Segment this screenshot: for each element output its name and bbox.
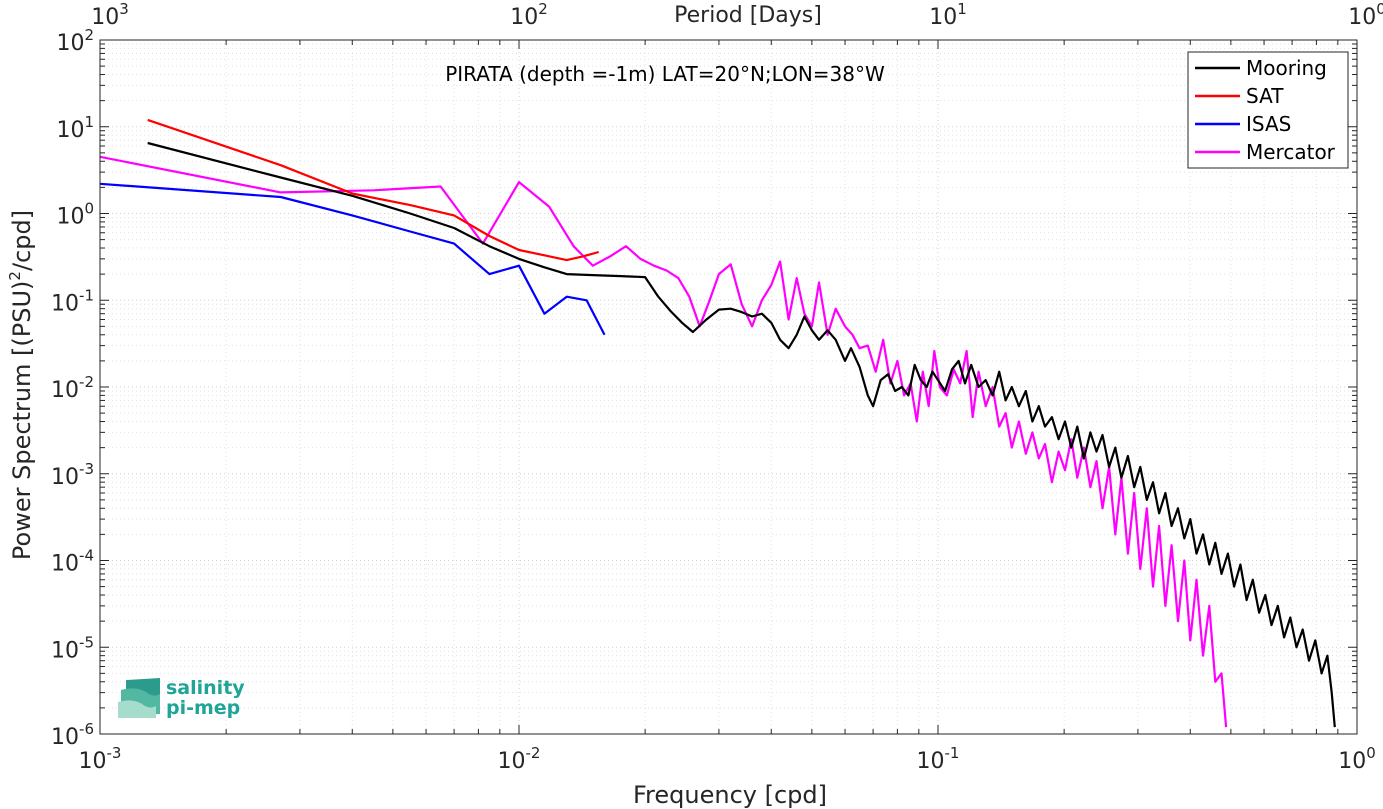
series-line-sat: [147, 118, 599, 262]
x2-tick-label-base: 10: [91, 5, 119, 30]
x2-tick-label-exp: 0: [1376, 0, 1383, 18]
x2-tick-label: 102: [510, 0, 548, 30]
x2-tick-label-base: 10: [1348, 5, 1376, 30]
series-line-isas: [99, 182, 606, 336]
legend: Mooring SAT ISAS Mercator: [1187, 51, 1349, 169]
y-tick-label-exp: 2: [84, 26, 94, 44]
y-tick-label: 10-1: [51, 286, 94, 316]
y-tick-label-base: 10: [56, 31, 84, 56]
y-tick-label-exp: -3: [79, 460, 94, 478]
logo-wave-front: [118, 700, 156, 718]
x2-tick-label-base: 10: [929, 5, 957, 30]
x-tick-label-base: 10: [498, 749, 526, 774]
y-tick-label-base: 10: [56, 205, 84, 230]
y-tick-label: 101: [56, 113, 94, 143]
y-tick-label-base: 10: [51, 291, 79, 316]
x-tick-label: 10-2: [498, 744, 541, 774]
chart-title: PIRATA (depth =-1m) LAT=20°N;LON=38°W: [445, 62, 885, 86]
logo-line1: salinity: [166, 677, 245, 699]
x-tick-label: 100: [1338, 744, 1376, 774]
x-tick-label-base: 10: [1338, 749, 1366, 774]
y-tick-label: 10-4: [51, 547, 94, 577]
y-axis-title-end: /cpd]: [8, 210, 36, 271]
x-tick-label-exp: -2: [526, 744, 541, 762]
series-group: [99, 118, 1336, 728]
y-tick-label-exp: -6: [79, 720, 94, 738]
y-tick-label-base: 10: [51, 638, 79, 663]
y-tick-label: 10-3: [51, 460, 94, 490]
axes: [99, 39, 1358, 735]
y-tick-label: 10-2: [51, 373, 94, 403]
legend-label-mercator: Mercator: [1246, 140, 1336, 164]
x-tick-label-base: 10: [917, 749, 945, 774]
x2-tick-label: 103: [91, 0, 129, 30]
y-tick-label-exp: 0: [84, 200, 94, 218]
series-line-mercator: [99, 155, 1228, 728]
x-tick-label-base: 10: [79, 749, 107, 774]
y-axis-title-main: Power Spectrum [(PSU): [8, 281, 36, 560]
series-line-mooring: [147, 141, 1336, 728]
logo-line2: pi-mep: [166, 697, 240, 719]
x-tick-label: 10-3: [79, 744, 122, 774]
legend-label-mooring: Mooring: [1246, 56, 1327, 80]
y-tick-label: 102: [56, 26, 94, 56]
x2-tick-label: 100: [1348, 0, 1383, 30]
x-tick-label-exp: -3: [107, 744, 122, 762]
salinity-pi-mep-logo: salinity pi-mep: [116, 672, 256, 722]
y-tick-label-base: 10: [51, 465, 79, 490]
y-tick-label-exp: -4: [79, 547, 94, 565]
x2-tick-label-exp: 2: [538, 0, 548, 18]
y-tick-label-exp: 1: [84, 113, 94, 131]
y-tick-label-exp: -2: [79, 373, 94, 391]
x-tick-label-exp: -1: [945, 744, 960, 762]
y-tick-label-exp: -5: [79, 633, 94, 651]
x-tick-label-exp: 0: [1366, 744, 1376, 762]
y-tick-label-base: 10: [51, 725, 79, 750]
y-axis-title: Power Spectrum [(PSU)2/cpd]: [6, 210, 36, 560]
x-axis-title: Frequency [cpd]: [633, 781, 827, 809]
y-tick-label-base: 10: [56, 118, 84, 143]
legend-label-sat: SAT: [1246, 84, 1284, 108]
y-tick-label-exp: -1: [79, 286, 94, 304]
x2-tick-label-exp: 1: [957, 0, 967, 18]
y-tick-label: 100: [56, 200, 94, 230]
x2-axis-title: Period [Days]: [674, 3, 822, 28]
y-axis-title-sup: 2: [6, 271, 24, 281]
x-tick-label: 10-1: [917, 744, 960, 774]
logo-mark-icon: salinity pi-mep: [118, 677, 245, 719]
x2-tick-label-base: 10: [510, 5, 538, 30]
x2-tick-label: 101: [929, 0, 967, 30]
y-tick-label-base: 10: [51, 552, 79, 577]
legend-box: [1187, 51, 1349, 169]
y-tick-label: 10-6: [51, 720, 94, 750]
legend-label-isas: ISAS: [1246, 112, 1291, 136]
y-tick-label-base: 10: [51, 378, 79, 403]
x2-tick-label-exp: 3: [119, 0, 129, 18]
y-tick-label: 10-5: [51, 633, 94, 663]
